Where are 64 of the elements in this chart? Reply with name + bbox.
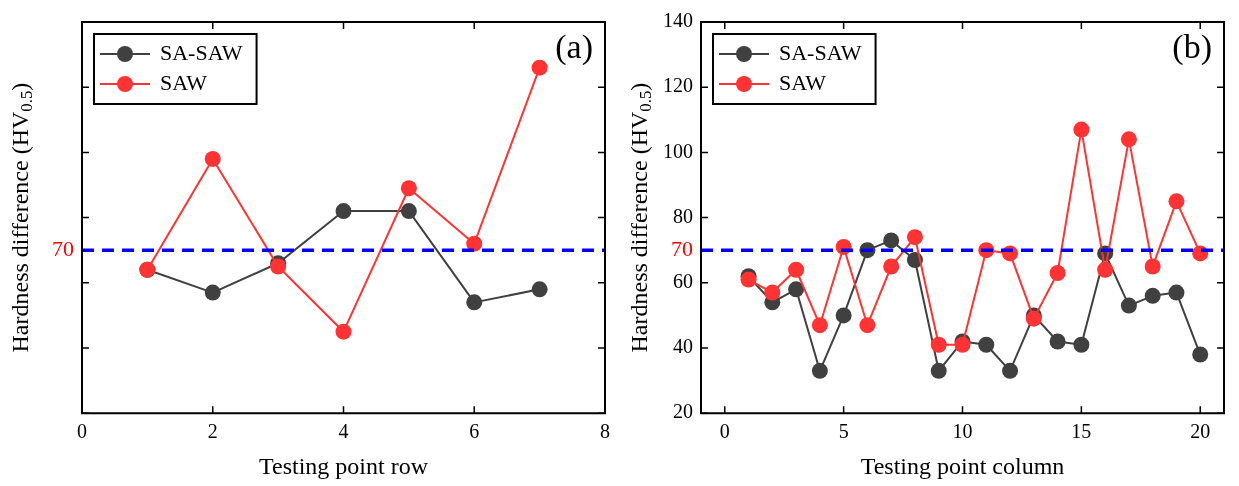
legend-label: SA-SAW (160, 39, 243, 65)
point (764, 284, 781, 301)
point (531, 59, 548, 76)
point (204, 284, 221, 301)
legend-label: SAW (160, 69, 208, 95)
point (978, 336, 995, 353)
point (335, 203, 352, 220)
x-axis-title: Testing point row (259, 452, 429, 479)
point (1002, 362, 1019, 379)
point (1168, 193, 1185, 210)
x-tick-label: 0 (719, 420, 730, 443)
point (1120, 131, 1137, 148)
y-tick-label: 80 (673, 204, 693, 227)
point (1192, 346, 1209, 363)
x-tick-label: 8 (600, 420, 610, 443)
point (859, 317, 876, 334)
point (835, 307, 852, 324)
point (1144, 287, 1161, 304)
x-tick-label: 20 (1190, 420, 1211, 443)
point (1144, 258, 1161, 275)
y-tick-label: 40 (673, 335, 693, 358)
point (788, 261, 805, 278)
y-axis-title: Hardness difference (HV0.5) (626, 82, 656, 353)
point (1120, 297, 1137, 314)
legend-label: SA-SAW (779, 39, 862, 65)
point (400, 203, 417, 220)
point (883, 232, 900, 249)
point (930, 336, 947, 353)
point (788, 281, 805, 298)
chart-title: (b) (1172, 27, 1212, 66)
x-tick-label: 5 (838, 420, 849, 443)
x-tick-label: 0 (77, 420, 87, 443)
x-tick-label: 6 (469, 420, 480, 443)
x-tick-label: 10 (952, 420, 973, 443)
x-axis-title: Testing point column (860, 452, 1065, 479)
ref-line-label: 70 (52, 235, 74, 261)
point (1073, 121, 1090, 138)
y-tick-label: 140 (663, 9, 693, 32)
point (335, 323, 352, 340)
point (883, 258, 900, 275)
y-tick-label: 60 (673, 270, 693, 293)
legend-label: SAW (779, 69, 827, 95)
point (1073, 336, 1090, 353)
point (1097, 261, 1114, 278)
y-tick-label: 120 (663, 74, 693, 97)
point (811, 362, 828, 379)
x-tick-label: 15 (1071, 420, 1092, 443)
point (930, 362, 947, 379)
point (204, 150, 221, 167)
chart-title: (a) (555, 27, 593, 66)
y-tick-label: 100 (663, 139, 693, 162)
point (400, 180, 417, 197)
point (1049, 333, 1066, 350)
point (466, 294, 483, 311)
y-axis-title: Hardness difference (HV0.5) (7, 82, 37, 353)
point (1049, 265, 1066, 282)
y-tick-label: 20 (673, 400, 693, 423)
point (811, 317, 828, 334)
point (531, 281, 548, 298)
point (906, 229, 923, 246)
x-tick-label: 4 (338, 420, 349, 443)
point (1168, 284, 1185, 301)
ref-line-label: 70 (671, 235, 693, 261)
x-tick-label: 2 (207, 420, 218, 443)
